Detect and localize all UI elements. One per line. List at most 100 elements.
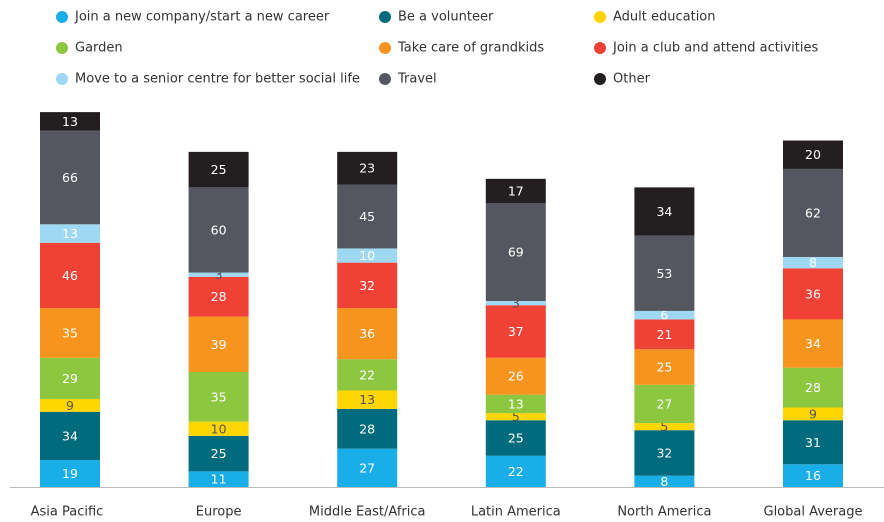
data-label: 9 (809, 406, 817, 421)
legend-label: Move to a senior centre for better socia… (75, 72, 360, 87)
bar-segment (188, 276, 249, 317)
data-label: 9 (66, 398, 74, 413)
data-label: 13 (62, 226, 78, 241)
data-label: 17 (508, 183, 524, 198)
data-label: 31 (805, 435, 821, 450)
bar-segment (40, 308, 100, 358)
bar-segment (485, 203, 546, 301)
data-label: 20 (805, 147, 821, 162)
bar-segment (783, 319, 843, 368)
x-tick-label: North America (617, 505, 711, 520)
bar-segment (337, 151, 398, 185)
bar-segment (485, 420, 546, 456)
bar-segment (485, 455, 546, 487)
bar-segment (40, 112, 100, 131)
bar-segment (485, 300, 546, 306)
bar-segment (485, 357, 546, 395)
bar-segment (634, 475, 695, 487)
data-label: 25 (211, 446, 227, 461)
bar-segment (40, 460, 100, 487)
data-label: 66 (62, 170, 78, 185)
data-label: 45 (359, 209, 375, 224)
bar-segment (337, 184, 398, 249)
bar-segment (337, 359, 398, 391)
data-label: 5 (660, 419, 668, 434)
x-tick-label: Middle East/Africa (309, 505, 426, 520)
bar-segment (485, 305, 546, 358)
data-label: 10 (211, 421, 227, 436)
bar-segment (337, 248, 398, 263)
legend-swatch (594, 73, 606, 85)
legend-label: Garden (75, 41, 123, 56)
bar-segment (40, 398, 100, 412)
bar-segment (634, 430, 695, 476)
data-label: 28 (805, 380, 821, 395)
bar-segment (634, 235, 695, 311)
data-label: 19 (62, 466, 78, 481)
bar-segment (634, 319, 695, 350)
bar-segment (634, 310, 695, 320)
data-label: 35 (211, 389, 227, 404)
legend-label: Take care of grandkids (397, 41, 544, 56)
bar-segment (188, 187, 249, 273)
data-label: 22 (359, 367, 375, 382)
bar-segment (40, 242, 100, 309)
bar-segment (783, 420, 843, 465)
data-label: 39 (211, 337, 227, 352)
data-label: 34 (62, 428, 78, 443)
bar-segment (188, 471, 249, 487)
data-label: 21 (656, 327, 672, 342)
bar-segment (40, 130, 100, 225)
bar-segment (188, 316, 249, 372)
data-label: 8 (809, 255, 817, 270)
legend-swatch (379, 73, 391, 85)
data-label: 26 (508, 369, 524, 384)
bar-segment (634, 349, 695, 385)
bar-segment (485, 413, 546, 421)
bar-segment (783, 268, 843, 320)
bar-segment (337, 390, 398, 409)
legend-swatch (379, 11, 391, 23)
legend-label: Join a club and attend activities (612, 41, 818, 56)
bar-segment (634, 423, 695, 431)
legend-swatch (594, 42, 606, 54)
data-label: 46 (62, 268, 78, 283)
data-label: 11 (211, 472, 227, 487)
data-label: 3 (215, 267, 223, 282)
x-tick-label: Latin America (471, 505, 561, 520)
data-label: 62 (805, 205, 821, 220)
data-label: 25 (508, 431, 524, 446)
data-label: 13 (508, 396, 524, 411)
bar-segment (337, 448, 398, 487)
bar-segment (40, 411, 100, 461)
data-label: 37 (508, 324, 524, 339)
data-label: 60 (211, 222, 227, 237)
bar-segment (783, 256, 843, 269)
bar-segment (40, 224, 100, 243)
data-label: 34 (805, 336, 821, 351)
legend-swatch (56, 42, 68, 54)
data-label: 36 (359, 326, 375, 341)
data-label: 5 (512, 409, 520, 424)
data-label: 8 (660, 474, 668, 489)
legend-label: Join a new company/start a new career (74, 10, 330, 25)
data-label: 13 (62, 114, 78, 129)
data-label: 10 (359, 248, 375, 263)
data-label: 27 (656, 396, 672, 411)
legend-label: Adult education (613, 10, 716, 25)
bar-segment (337, 308, 398, 360)
bar-segment (337, 408, 398, 449)
bar-segment (40, 357, 100, 399)
data-label: 13 (359, 392, 375, 407)
bar-segment (188, 272, 249, 277)
data-label: 53 (656, 266, 672, 281)
data-label: 16 (805, 468, 821, 483)
bar-segment (783, 168, 843, 257)
data-label: 22 (508, 464, 524, 479)
data-label: 34 (656, 204, 672, 219)
data-label: 32 (359, 278, 375, 293)
data-label: 28 (211, 289, 227, 304)
bar-segment (188, 371, 249, 422)
legend-swatch (379, 42, 391, 54)
